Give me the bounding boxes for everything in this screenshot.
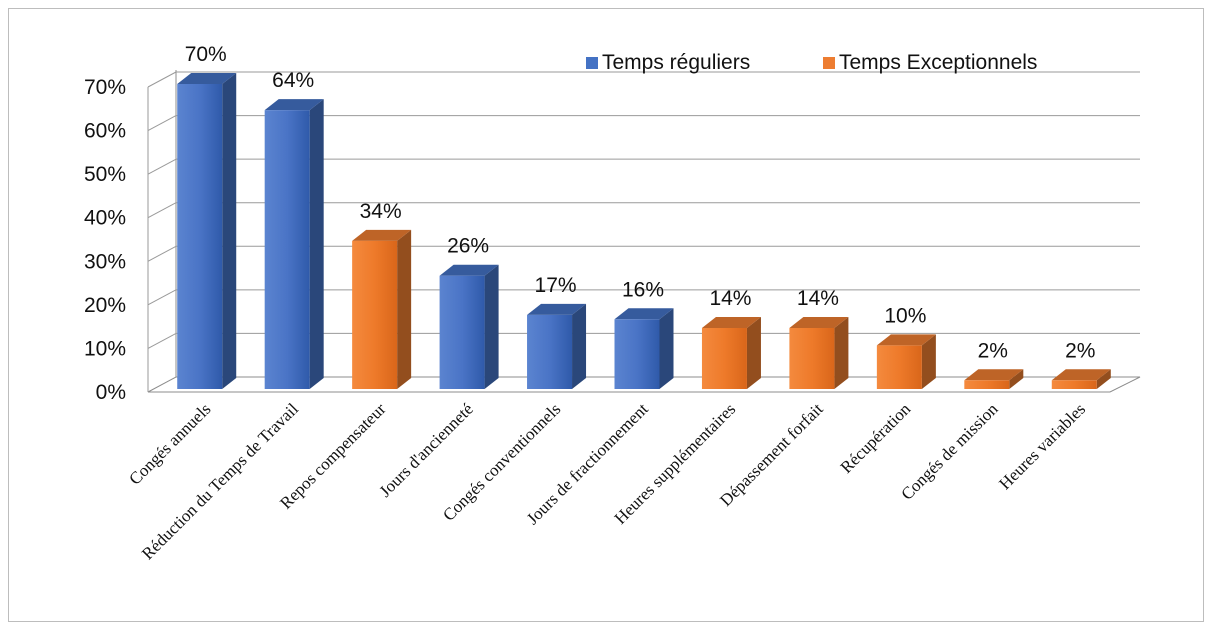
legend-item: Temps Exceptionnels <box>823 51 1037 74</box>
bar-top <box>614 308 674 320</box>
bars <box>177 73 1111 390</box>
bar-side <box>572 303 587 389</box>
bar <box>177 73 237 389</box>
legend-item: Temps réguliers <box>586 51 750 74</box>
category-label: Congés annuels <box>125 399 214 488</box>
y-tick-label: 70% <box>84 76 126 99</box>
bar-side <box>659 308 674 389</box>
y-tick-label: 20% <box>84 294 126 317</box>
legend-swatch <box>586 57 598 69</box>
category-label: Jours d'ancienneté <box>376 399 477 500</box>
gridline-side <box>147 158 177 175</box>
y-axis: 0% 10% 20% 30% 40% 50% 60% 70% <box>84 76 149 404</box>
bar-front <box>964 380 1010 389</box>
y-tick-label: 0% <box>96 381 126 404</box>
y-tick-label: 10% <box>84 337 126 360</box>
bar-top <box>264 99 324 111</box>
bar-side <box>309 99 324 390</box>
data-label: 16% <box>622 278 664 301</box>
bar <box>527 303 587 389</box>
category-label: Récupération <box>837 399 915 477</box>
bar-top <box>439 264 499 276</box>
bar-top <box>701 317 761 328</box>
data-label: 2% <box>978 339 1008 362</box>
data-label: 26% <box>447 235 489 258</box>
bar-side <box>746 317 761 389</box>
y-tick-label: 30% <box>84 250 126 273</box>
legend-label: Temps Exceptionnels <box>839 51 1037 74</box>
data-label: 14% <box>709 287 751 310</box>
bar-side <box>921 334 936 389</box>
gridline-side <box>147 115 177 132</box>
y-tick-label: 50% <box>84 163 126 186</box>
bar <box>439 264 499 389</box>
category-label: Congés de mission <box>897 399 1002 504</box>
bar-front <box>264 110 310 390</box>
data-labels: 70% 64% 34% 26% 17% 16% 14% 14% 10% 2% 2% <box>185 43 1096 362</box>
bar <box>789 317 849 389</box>
bar-side <box>834 317 849 389</box>
bar-front <box>352 240 398 389</box>
data-label: 34% <box>360 200 402 223</box>
bar-front <box>876 345 922 389</box>
y-tick-label: 40% <box>84 207 126 230</box>
gridline-side <box>147 71 177 88</box>
gridline-side <box>147 332 177 349</box>
bar-front <box>1051 380 1097 389</box>
data-label: 70% <box>185 43 227 66</box>
bar-front <box>177 84 223 389</box>
bar-front <box>439 275 485 389</box>
bar <box>352 229 412 389</box>
gridline-side <box>147 202 177 219</box>
gridline-side <box>147 245 177 262</box>
legend-label: Temps réguliers <box>602 51 750 74</box>
bar <box>1051 369 1111 389</box>
gridline-side <box>147 289 177 306</box>
bar <box>701 317 761 389</box>
data-label: 2% <box>1065 339 1095 362</box>
bar <box>264 99 324 390</box>
bar-front <box>614 319 660 389</box>
bar <box>964 369 1024 389</box>
category-label: Heures variables <box>995 399 1089 493</box>
data-label: 14% <box>797 287 839 310</box>
bar-front <box>701 328 747 389</box>
bar <box>876 334 936 389</box>
bar-side <box>222 73 237 389</box>
bar-front <box>527 314 573 389</box>
bar-side <box>1096 369 1111 389</box>
data-label: 10% <box>884 304 926 327</box>
category-label: Réduction du Temps de Travail <box>138 399 302 563</box>
y-tick-label: 60% <box>84 120 126 143</box>
bar-top <box>352 229 412 241</box>
bar-side <box>484 264 499 389</box>
bar <box>614 308 674 389</box>
bar-top <box>1051 369 1111 381</box>
legend-swatch <box>823 57 835 69</box>
bar-top <box>876 334 936 346</box>
data-label: 17% <box>535 274 577 297</box>
data-label: 64% <box>272 69 314 92</box>
bar-top <box>789 317 849 328</box>
bar-front <box>789 328 835 389</box>
bar-side <box>397 229 412 389</box>
bar-top <box>527 303 587 315</box>
bar-top <box>177 73 237 84</box>
bar-top <box>964 369 1024 381</box>
legend: Temps réguliers Temps Exceptionnels <box>586 51 1037 74</box>
bar-side <box>1009 369 1024 389</box>
